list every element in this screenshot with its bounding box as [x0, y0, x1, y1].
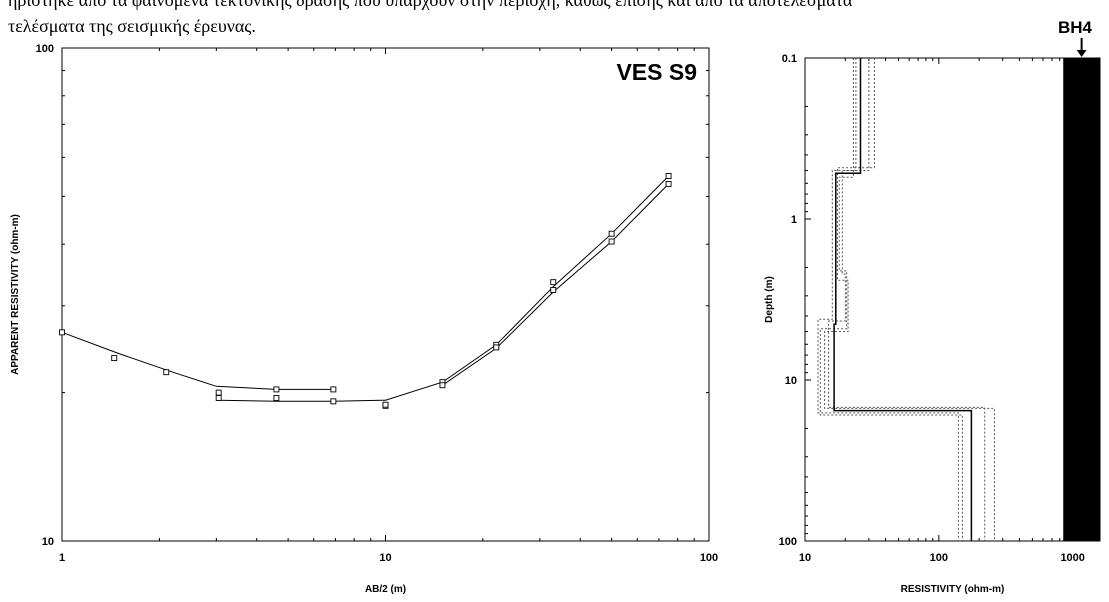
ves-data-point: [608, 238, 615, 245]
figure-caption: ηρίστηκε από τα φαινόμενα τεκτονικής δρά…: [8, 0, 1008, 48]
model-y-tick-label: 0.1: [782, 53, 797, 65]
ves-data-point: [382, 401, 389, 408]
ves-model-curve: [218, 175, 669, 402]
ves-data-point: [273, 386, 280, 393]
ves-model-curve: [61, 331, 334, 390]
ves-y-axis-label: APPARENT RESISTIVITY (ohm-m): [10, 214, 21, 375]
ves-data-point: [608, 230, 615, 237]
ves-data-point: [273, 395, 280, 401]
ves-data-point: [330, 398, 337, 405]
ves-x-tick-label: 1: [59, 552, 65, 564]
ves-data-point: [111, 355, 118, 362]
caption-line-1: ηρίστηκε από τα φαινόμενα τεκτονικής δρά…: [8, 0, 853, 10]
ves-plot-frame: [61, 47, 710, 542]
ves-data-point: [215, 389, 222, 396]
model-x-tick-label: 1000: [1060, 552, 1084, 564]
ves-data-point: [59, 329, 65, 336]
model-x-tick-label: 100: [930, 552, 948, 564]
ves-y-tick-label: 100: [36, 43, 54, 55]
borehole-arrowhead-icon: [1076, 50, 1087, 57]
caption-line-2: τελέσματα της σεισμικής έρευνας.: [8, 16, 256, 36]
equivalent-model-line: [824, 58, 995, 541]
model-x-axis-label: RESISTIVITY (ohm-m): [901, 584, 1005, 595]
ves-data-point: [163, 369, 170, 376]
model-y-axis-label: Depth (m): [764, 276, 775, 323]
model-x-tick-label: 10: [799, 552, 811, 564]
model-y-tick-label: 10: [785, 375, 797, 387]
equivalent-model-line: [828, 58, 986, 541]
borehole-column: [1063, 58, 1100, 541]
ves-data-point: [550, 287, 557, 293]
ves-x-tick-label: 10: [379, 552, 391, 564]
ves-data-point: [493, 344, 500, 351]
equivalent-model-line: [817, 58, 959, 541]
ves-data-point: [665, 180, 672, 187]
best-fit-model-line: [833, 58, 973, 541]
model-y-tick-label: 100: [779, 536, 797, 548]
ves-chart-title: VES S9: [616, 59, 697, 85]
equivalent-model-line: [819, 58, 963, 541]
ves-data-point: [439, 382, 446, 389]
ves-x-tick-label: 100: [700, 552, 718, 564]
ves-data-point: [665, 173, 672, 179]
model-y-tick-label: 1: [791, 214, 797, 226]
ves-data-point: [330, 386, 337, 393]
model-plot-frame: [804, 57, 1101, 542]
borehole-label: BH4: [1058, 18, 1093, 37]
ves-data-point: [215, 395, 222, 401]
ves-data-point: [550, 279, 557, 286]
ves-y-tick-label: 10: [42, 536, 54, 548]
ves-x-axis-label: AB/2 (m): [365, 584, 406, 595]
